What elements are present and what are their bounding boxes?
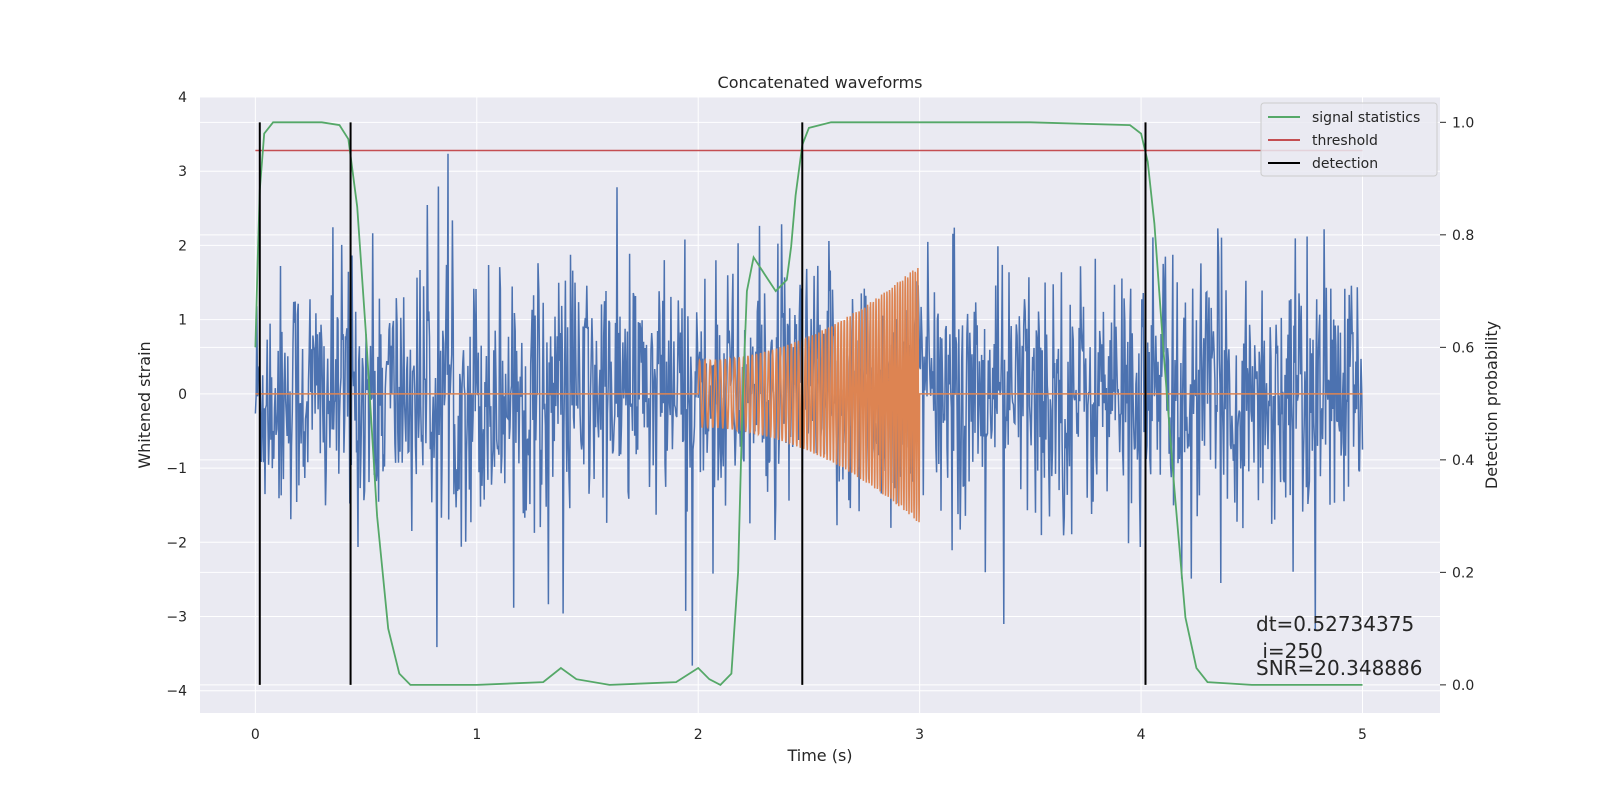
annotations: dt=0.52734375 i=250 SNR=20.348886 (1256, 612, 1422, 680)
y-tick-label: 1 (178, 313, 187, 329)
x-axis-label: Time (s) (786, 746, 852, 765)
x-tick-label: 1 (472, 727, 481, 743)
x-tick-label: 0 (251, 727, 260, 743)
probability-layer (254, 121, 1363, 687)
chirp-line (255, 267, 1363, 523)
y-right-tick-label: 1.0 (1452, 115, 1474, 131)
legend-box (1260, 102, 1438, 177)
x-tick-label: 3 (915, 727, 924, 743)
x-tick-label: 5 (1358, 727, 1367, 743)
y-tick-label: −2 (166, 535, 187, 551)
y-right-tick-label: 0.4 (1452, 453, 1474, 469)
y-tick-label: −3 (166, 610, 187, 626)
tick-labels: 0 1 2 3 4 5 −4 −3 −2 −1 0 1 2 3 4 0.0 0.2 0.4 0.6 0.8 1.0 (166, 90, 1474, 743)
y-right-tick-label: 0.0 (1452, 678, 1474, 694)
annotation-snr: SNR=20.348886 (1256, 656, 1422, 680)
legend: signal statistics threshold detection (1260, 102, 1438, 177)
chart-title: Concatenated waveforms (718, 73, 923, 92)
strain-line (254, 153, 1364, 666)
legend-label-signal-statistics: signal statistics (1312, 110, 1420, 126)
y-right-tick-label: 0.2 (1452, 565, 1474, 581)
y-tick-label: −1 (166, 461, 187, 477)
annotation-i: i=250 (1256, 639, 1323, 663)
strain-series (254, 153, 1364, 666)
y-axis-label: Whitened strain (135, 341, 154, 468)
legend-label-detection: detection (1312, 156, 1378, 172)
y-right-tick-label: 0.6 (1452, 340, 1474, 356)
y-right-tick-label: 0.8 (1452, 228, 1474, 244)
legend-label-threshold: threshold (1312, 133, 1378, 149)
y-tick-label: 3 (178, 164, 187, 180)
annotation-dt: dt=0.52734375 (1256, 612, 1414, 636)
y-tick-label: −4 (166, 684, 187, 700)
x-tick-label: 2 (694, 727, 703, 743)
y-tick-label: 0 (178, 387, 187, 403)
y-axis-label-right: Detection probability (1482, 321, 1501, 489)
y-tick-label: 2 (178, 238, 187, 254)
y-tick-label: 4 (178, 90, 187, 106)
injected-chirp-series (255, 267, 1363, 523)
x-tick-label: 4 (1137, 727, 1146, 743)
